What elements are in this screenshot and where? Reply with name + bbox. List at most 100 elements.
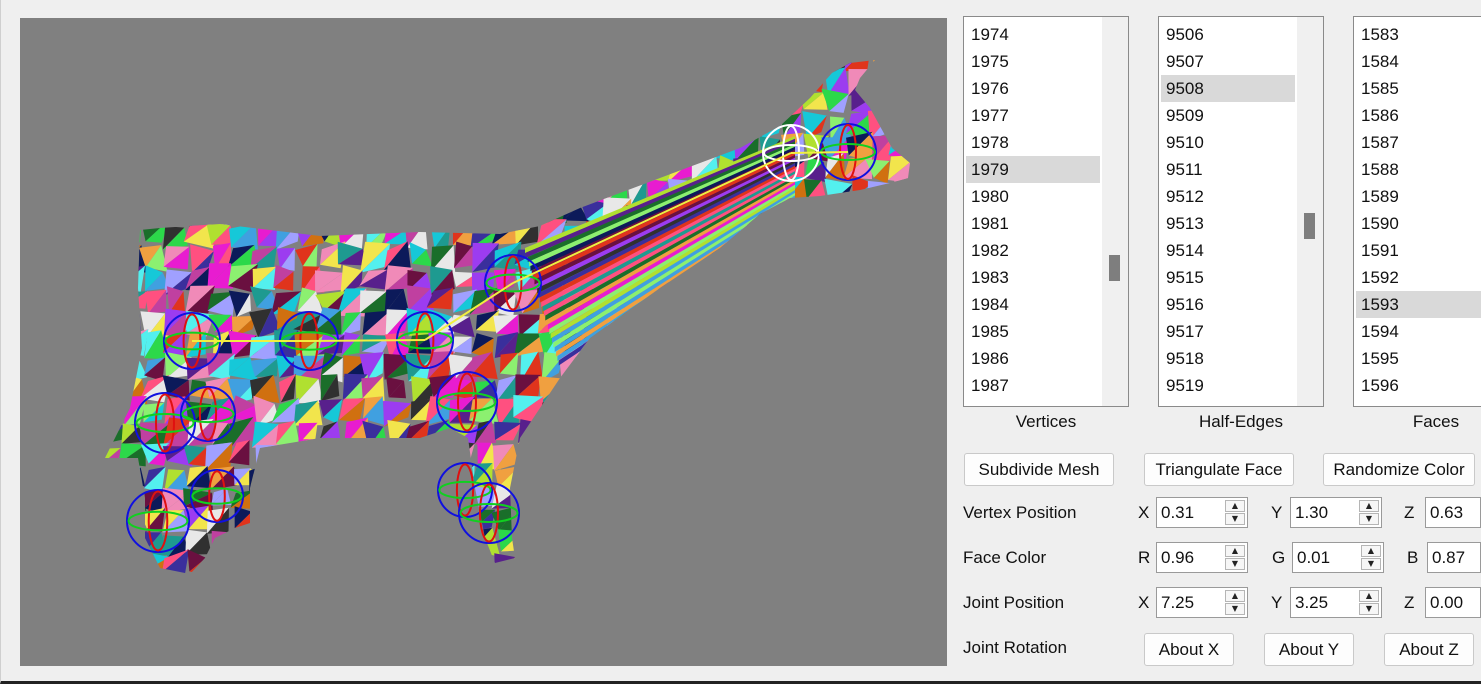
list-item[interactable]: 1596: [1361, 376, 1399, 395]
list-item[interactable]: 1975: [971, 52, 1009, 71]
chevron-down-icon[interactable]: ▼: [1359, 603, 1379, 615]
faces-caption: Faces: [1412, 412, 1460, 431]
rotate-about-x-button[interactable]: About X: [1144, 633, 1234, 666]
list-item[interactable]: 9516: [1166, 295, 1204, 314]
rotate-about-z-button[interactable]: About Z: [1384, 633, 1474, 666]
chevron-down-icon[interactable]: ▼: [1225, 603, 1245, 615]
list-item[interactable]: 1595: [1361, 349, 1399, 368]
joint-rotation-label: Joint Rotation: [963, 638, 1067, 657]
joint-z-spinbox[interactable]: 0.00: [1425, 587, 1481, 618]
list-item[interactable]: 1583: [1361, 25, 1399, 44]
vertex-x-label: X: [1138, 503, 1150, 522]
face-r-label: R: [1138, 548, 1151, 567]
list-item[interactable]: 1592: [1361, 268, 1399, 287]
list-item[interactable]: 1982: [971, 241, 1009, 260]
vertex-z-spinbox[interactable]: 0.63: [1425, 497, 1481, 528]
chevron-up-icon[interactable]: ▲: [1359, 590, 1379, 602]
joint-position-label: Joint Position: [963, 593, 1065, 612]
list-item[interactable]: 9517: [1166, 322, 1204, 341]
list-item[interactable]: 1978: [971, 133, 1009, 152]
half-edges-list[interactable]: 9506 9507 9508 9509 9510 9511 9512 9513 9514 9515…: [1158, 16, 1324, 407]
half-edges-caption: Half-Edges: [1198, 412, 1284, 431]
half-edges-scrollbar[interactable]: [1297, 17, 1323, 406]
list-item[interactable]: 1983: [971, 268, 1009, 287]
list-item[interactable]: 1980: [971, 187, 1009, 206]
face-g-value[interactable]: 0.01: [1297, 548, 1331, 567]
vertex-x-value[interactable]: 0.31: [1161, 503, 1195, 522]
list-item[interactable]: 1985: [971, 322, 1009, 341]
vertex-y-spinbox[interactable]: 1.30 ▲ ▼: [1290, 497, 1382, 528]
faces-list[interactable]: 1583 1584 1585 1586 1587 1588 1589 1590 1591 1592…: [1353, 16, 1481, 407]
joint-y-spinbox[interactable]: 3.25 ▲ ▼: [1290, 587, 1382, 618]
randomize-color-button[interactable]: Randomize Color: [1323, 453, 1475, 486]
vertex-z-label: Z: [1404, 503, 1415, 522]
list-item[interactable]: 1594: [1361, 322, 1399, 341]
chevron-up-icon[interactable]: ▲: [1225, 500, 1245, 512]
list-item[interactable]: 1586: [1361, 106, 1399, 125]
chevron-down-icon[interactable]: ▼: [1359, 513, 1379, 525]
list-item[interactable]: 1981: [971, 214, 1009, 233]
list-item[interactable]: 9513: [1166, 214, 1204, 233]
vertex-x-spinbox[interactable]: 0.31 ▲ ▼: [1156, 497, 1248, 528]
list-item[interactable]: 9509: [1166, 106, 1204, 125]
list-item[interactable]: 1591: [1361, 241, 1399, 260]
vertex-z-value[interactable]: 0.63: [1430, 503, 1464, 522]
list-item[interactable]: 1977: [971, 106, 1009, 125]
chevron-down-icon[interactable]: ▼: [1225, 558, 1245, 570]
face-g-label: G: [1272, 548, 1286, 567]
list-item[interactable]: 9519: [1166, 376, 1204, 395]
chevron-down-icon[interactable]: ▼: [1361, 558, 1381, 570]
mesh-viewport[interactable]: [20, 18, 947, 666]
chevron-up-icon[interactable]: ▲: [1225, 545, 1245, 557]
list-item[interactable]: 9510: [1166, 133, 1204, 152]
list-item[interactable]: 1976: [971, 79, 1009, 98]
list-item[interactable]: 9511: [1166, 160, 1203, 179]
face-r-spinbox[interactable]: 0.96 ▲ ▼: [1156, 542, 1248, 573]
chevron-down-icon[interactable]: ▼: [1225, 513, 1245, 525]
chevron-up-icon[interactable]: ▲: [1359, 500, 1379, 512]
cow-mesh-render[interactable]: [20, 18, 947, 666]
list-item[interactable]: 1984: [971, 295, 1009, 314]
list-item[interactable]: 1588: [1361, 160, 1399, 179]
list-item[interactable]: 1590: [1361, 214, 1399, 233]
joint-x-value[interactable]: 7.25: [1161, 593, 1195, 612]
list-item[interactable]: 9508: [1161, 75, 1295, 102]
face-b-value[interactable]: 0.87: [1432, 548, 1466, 567]
chevron-up-icon[interactable]: ▲: [1361, 545, 1381, 557]
list-item[interactable]: 1589: [1361, 187, 1399, 206]
list-item[interactable]: 9507: [1166, 52, 1204, 71]
list-item[interactable]: 1987: [971, 376, 1009, 395]
joint-y-value[interactable]: 3.25: [1295, 593, 1329, 612]
list-item[interactable]: 1979: [966, 156, 1100, 183]
vertices-caption: Vertices: [1015, 412, 1077, 431]
face-b-spinbox[interactable]: 0.87: [1427, 542, 1481, 573]
joint-x-spinbox[interactable]: 7.25 ▲ ▼: [1156, 587, 1248, 618]
list-item[interactable]: 9515: [1166, 268, 1204, 287]
face-g-spinbox[interactable]: 0.01 ▲ ▼: [1292, 542, 1384, 573]
list-item[interactable]: 9518: [1166, 349, 1204, 368]
triangulate-face-button[interactable]: Triangulate Face: [1144, 453, 1294, 486]
chevron-up-icon[interactable]: ▲: [1225, 590, 1245, 602]
joint-y-label: Y: [1271, 593, 1283, 612]
joint-z-value[interactable]: 0.00: [1430, 593, 1464, 612]
list-item[interactable]: 1974: [971, 25, 1009, 44]
list-item[interactable]: 9506: [1166, 25, 1204, 44]
rotate-about-y-button[interactable]: About Y: [1264, 633, 1354, 666]
list-item[interactable]: 1986: [971, 349, 1009, 368]
face-b-label: B: [1407, 548, 1419, 567]
list-item[interactable]: 1584: [1361, 52, 1399, 71]
subdivide-mesh-button[interactable]: Subdivide Mesh: [964, 453, 1114, 486]
vertices-scrollbar[interactable]: [1102, 17, 1128, 406]
vertices-scroll-thumb[interactable]: [1109, 255, 1120, 281]
list-item[interactable]: 1587: [1361, 133, 1399, 152]
list-item[interactable]: 1593: [1356, 291, 1481, 318]
list-item[interactable]: 1585: [1361, 79, 1399, 98]
vertex-position-label: Vertex Position: [963, 503, 1077, 522]
half-edges-scroll-thumb[interactable]: [1304, 213, 1315, 239]
list-item[interactable]: 9512: [1166, 187, 1204, 206]
face-color-label: Face Color: [963, 548, 1047, 567]
list-item[interactable]: 9514: [1166, 241, 1204, 260]
face-r-value[interactable]: 0.96: [1161, 548, 1195, 567]
vertices-list[interactable]: 1974 1975 1976 1977 1978 1979 1980 1981 1982 1983…: [963, 16, 1129, 407]
vertex-y-value[interactable]: 1.30: [1295, 503, 1329, 522]
